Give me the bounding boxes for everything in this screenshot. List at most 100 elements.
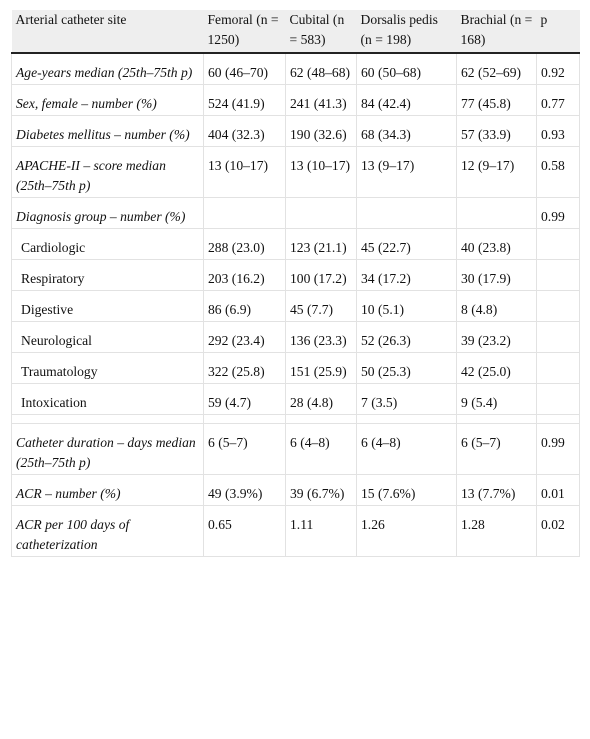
table-cell: 62 (48–68) xyxy=(285,53,357,85)
table-cell: 84 (42.4) xyxy=(356,84,457,116)
table-row: Intoxication 59 (4.7) 28 (4.8) 7 (3.5) 9 (5.… xyxy=(11,383,580,415)
table-row: Diagnosis group – number (%) 0.99 xyxy=(11,197,580,229)
row-label: Respiratory xyxy=(11,259,204,291)
table-row: APACHE-II – score median (25th–75th p) 13… xyxy=(11,146,580,198)
spacer-cell xyxy=(203,414,286,424)
table-cell xyxy=(536,383,580,415)
table-cell: 13 (10–17) xyxy=(285,146,357,198)
header-cell: Femoral (n = 1250) xyxy=(203,10,286,54)
table-cell: 151 (25.9) xyxy=(285,352,357,384)
row-label: Neurological xyxy=(11,321,204,353)
header-row: Arterial catheter site Femoral (n = 1250)… xyxy=(11,10,580,54)
table-body: Age-years median (25th–75th p) 60 (46–70)… xyxy=(11,53,580,557)
spacer-cell xyxy=(536,414,580,424)
table-cell: 136 (23.3) xyxy=(285,321,357,353)
table-cell: 292 (23.4) xyxy=(203,321,286,353)
row-label: Traumatology xyxy=(11,352,204,384)
table-cell: 6 (5–7) xyxy=(456,423,537,475)
table-cell xyxy=(536,259,580,291)
spacer-cell xyxy=(356,414,457,424)
table-cell: 45 (7.7) xyxy=(285,290,357,322)
row-label: APACHE-II – score median (25th–75th p) xyxy=(11,146,204,198)
row-label: Sex, female – number (%) xyxy=(11,84,204,116)
table-cell: 0.92 xyxy=(536,53,580,85)
table-cell: 59 (4.7) xyxy=(203,383,286,415)
table-cell: 42 (25.0) xyxy=(456,352,537,384)
table-cell: 0.65 xyxy=(203,505,286,557)
table-cell: 0.58 xyxy=(536,146,580,198)
header-cell: Arterial catheter site xyxy=(11,10,204,54)
table-cell: 1.26 xyxy=(356,505,457,557)
table-cell xyxy=(536,352,580,384)
table-cell: 10 (5.1) xyxy=(356,290,457,322)
row-label: Intoxication xyxy=(11,383,204,415)
table-cell: 0.99 xyxy=(536,197,580,229)
table-cell: 12 (9–17) xyxy=(456,146,537,198)
table-cell xyxy=(356,197,457,229)
row-label: ACR per 100 days of catheterization xyxy=(11,505,204,557)
table-cell: 203 (16.2) xyxy=(203,259,286,291)
table-cell: 1.28 xyxy=(456,505,537,557)
header-cell: Dorsalis pedis (n = 198) xyxy=(356,10,457,54)
table-row: Age-years median (25th–75th p) 60 (46–70)… xyxy=(11,53,580,85)
table-cell xyxy=(456,197,537,229)
row-label: Cardiologic xyxy=(11,228,204,260)
row-label: ACR – number (%) xyxy=(11,474,204,506)
table-cell: 60 (50–68) xyxy=(356,53,457,85)
table-cell: 6 (5–7) xyxy=(203,423,286,475)
table-cell: 524 (41.9) xyxy=(203,84,286,116)
table-cell: 288 (23.0) xyxy=(203,228,286,260)
table-cell: 322 (25.8) xyxy=(203,352,286,384)
table-row: Catheter duration – days median (25th–75… xyxy=(11,423,580,475)
spacer-row xyxy=(11,414,580,424)
table-row: Traumatology 322 (25.8) 151 (25.9) 50 (25.3… xyxy=(11,352,580,384)
table-row: Digestive 86 (6.9) 45 (7.7) 10 (5.1) 8 (4.8) xyxy=(11,290,580,322)
table-cell xyxy=(285,197,357,229)
table-cell xyxy=(203,197,286,229)
table-cell: 39 (23.2) xyxy=(456,321,537,353)
row-label: Age-years median (25th–75th p) xyxy=(11,53,204,85)
data-table: Arterial catheter site Femoral (n = 1250)… xyxy=(11,10,580,557)
table-row: Respiratory 203 (16.2) 100 (17.2) 34 (17.2)… xyxy=(11,259,580,291)
table-cell: 13 (7.7%) xyxy=(456,474,537,506)
table-cell: 0.01 xyxy=(536,474,580,506)
table-cell: 0.77 xyxy=(536,84,580,116)
table-row: Cardiologic 288 (23.0) 123 (21.1) 45 (22.7)… xyxy=(11,228,580,260)
spacer-cell xyxy=(11,414,204,424)
table-cell: 77 (45.8) xyxy=(456,84,537,116)
table-cell: 45 (22.7) xyxy=(356,228,457,260)
table-cell: 13 (9–17) xyxy=(356,146,457,198)
table-cell: 123 (21.1) xyxy=(285,228,357,260)
row-label: Catheter duration – days median (25th–75… xyxy=(11,423,204,475)
spacer-cell xyxy=(285,414,357,424)
table-cell xyxy=(536,321,580,353)
table-cell: 40 (23.8) xyxy=(456,228,537,260)
table-cell: 100 (17.2) xyxy=(285,259,357,291)
table-row: ACR per 100 days of catheterization 0.65 1… xyxy=(11,505,580,557)
table-cell: 50 (25.3) xyxy=(356,352,457,384)
table-cell xyxy=(536,290,580,322)
table-cell xyxy=(536,228,580,260)
table-cell: 0.99 xyxy=(536,423,580,475)
table-cell: 28 (4.8) xyxy=(285,383,357,415)
table-cell: 8 (4.8) xyxy=(456,290,537,322)
table-row: ACR – number (%) 49 (3.9%) 39 (6.7%) 15 (7.… xyxy=(11,474,580,506)
table-cell: 13 (10–17) xyxy=(203,146,286,198)
row-label: Diabetes mellitus – number (%) xyxy=(11,115,204,147)
header-cell: Brachial (n = 168) xyxy=(456,10,537,54)
table-cell: 52 (26.3) xyxy=(356,321,457,353)
table-cell: 62 (52–69) xyxy=(456,53,537,85)
table-cell: 34 (17.2) xyxy=(356,259,457,291)
table-cell: 60 (46–70) xyxy=(203,53,286,85)
table-row: Diabetes mellitus – number (%) 404 (32.3)… xyxy=(11,115,580,147)
table-row: Neurological 292 (23.4) 136 (23.3) 52 (26.3… xyxy=(11,321,580,353)
table-cell: 1.11 xyxy=(285,505,357,557)
table-cell: 86 (6.9) xyxy=(203,290,286,322)
table-cell: 68 (34.3) xyxy=(356,115,457,147)
row-label: Diagnosis group – number (%) xyxy=(11,197,204,229)
table-cell: 0.93 xyxy=(536,115,580,147)
table-cell: 6 (4–8) xyxy=(356,423,457,475)
table-cell: 30 (17.9) xyxy=(456,259,537,291)
header-cell: Cubital (n = 583) xyxy=(285,10,357,54)
